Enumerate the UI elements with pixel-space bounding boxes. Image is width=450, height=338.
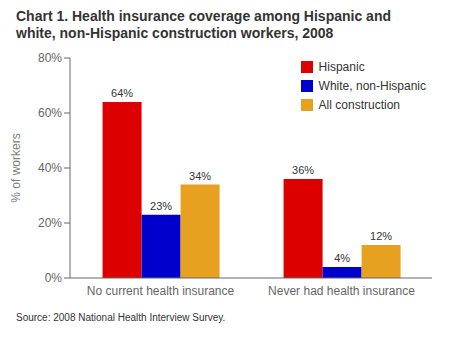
svg-text:% of workers: % of workers xyxy=(9,133,23,202)
svg-text:23%: 23% xyxy=(150,200,172,212)
svg-text:36%: 36% xyxy=(292,164,314,176)
svg-text:0%: 0% xyxy=(45,271,63,285)
svg-text:20%: 20% xyxy=(38,216,62,230)
html-text:Source: 2008 National Health I: Source: 2008 National Health Interview S… xyxy=(16,312,226,323)
html-text:Chart 1. Health insurance cove: Chart 1. Health insurance coverage among… xyxy=(16,8,391,41)
svg-text:40%: 40% xyxy=(38,161,62,175)
html-text:Hispanic: Hispanic xyxy=(318,60,365,74)
svg-text:No current health insurance: No current health insurance xyxy=(87,284,235,298)
svg-text:34%: 34% xyxy=(189,170,211,182)
html-text:White, non-Hispanic: White, non-Hispanic xyxy=(318,79,426,93)
svg-text:80%: 80% xyxy=(38,51,62,65)
svg-text:12%: 12% xyxy=(370,230,392,242)
html-text:All construction: All construction xyxy=(318,98,400,112)
svg-text:64%: 64% xyxy=(111,87,133,99)
svg-text:4%: 4% xyxy=(334,252,350,264)
svg-text:Never had health insurance: Never had health insurance xyxy=(268,284,415,298)
svg-text:60%: 60% xyxy=(38,106,62,120)
